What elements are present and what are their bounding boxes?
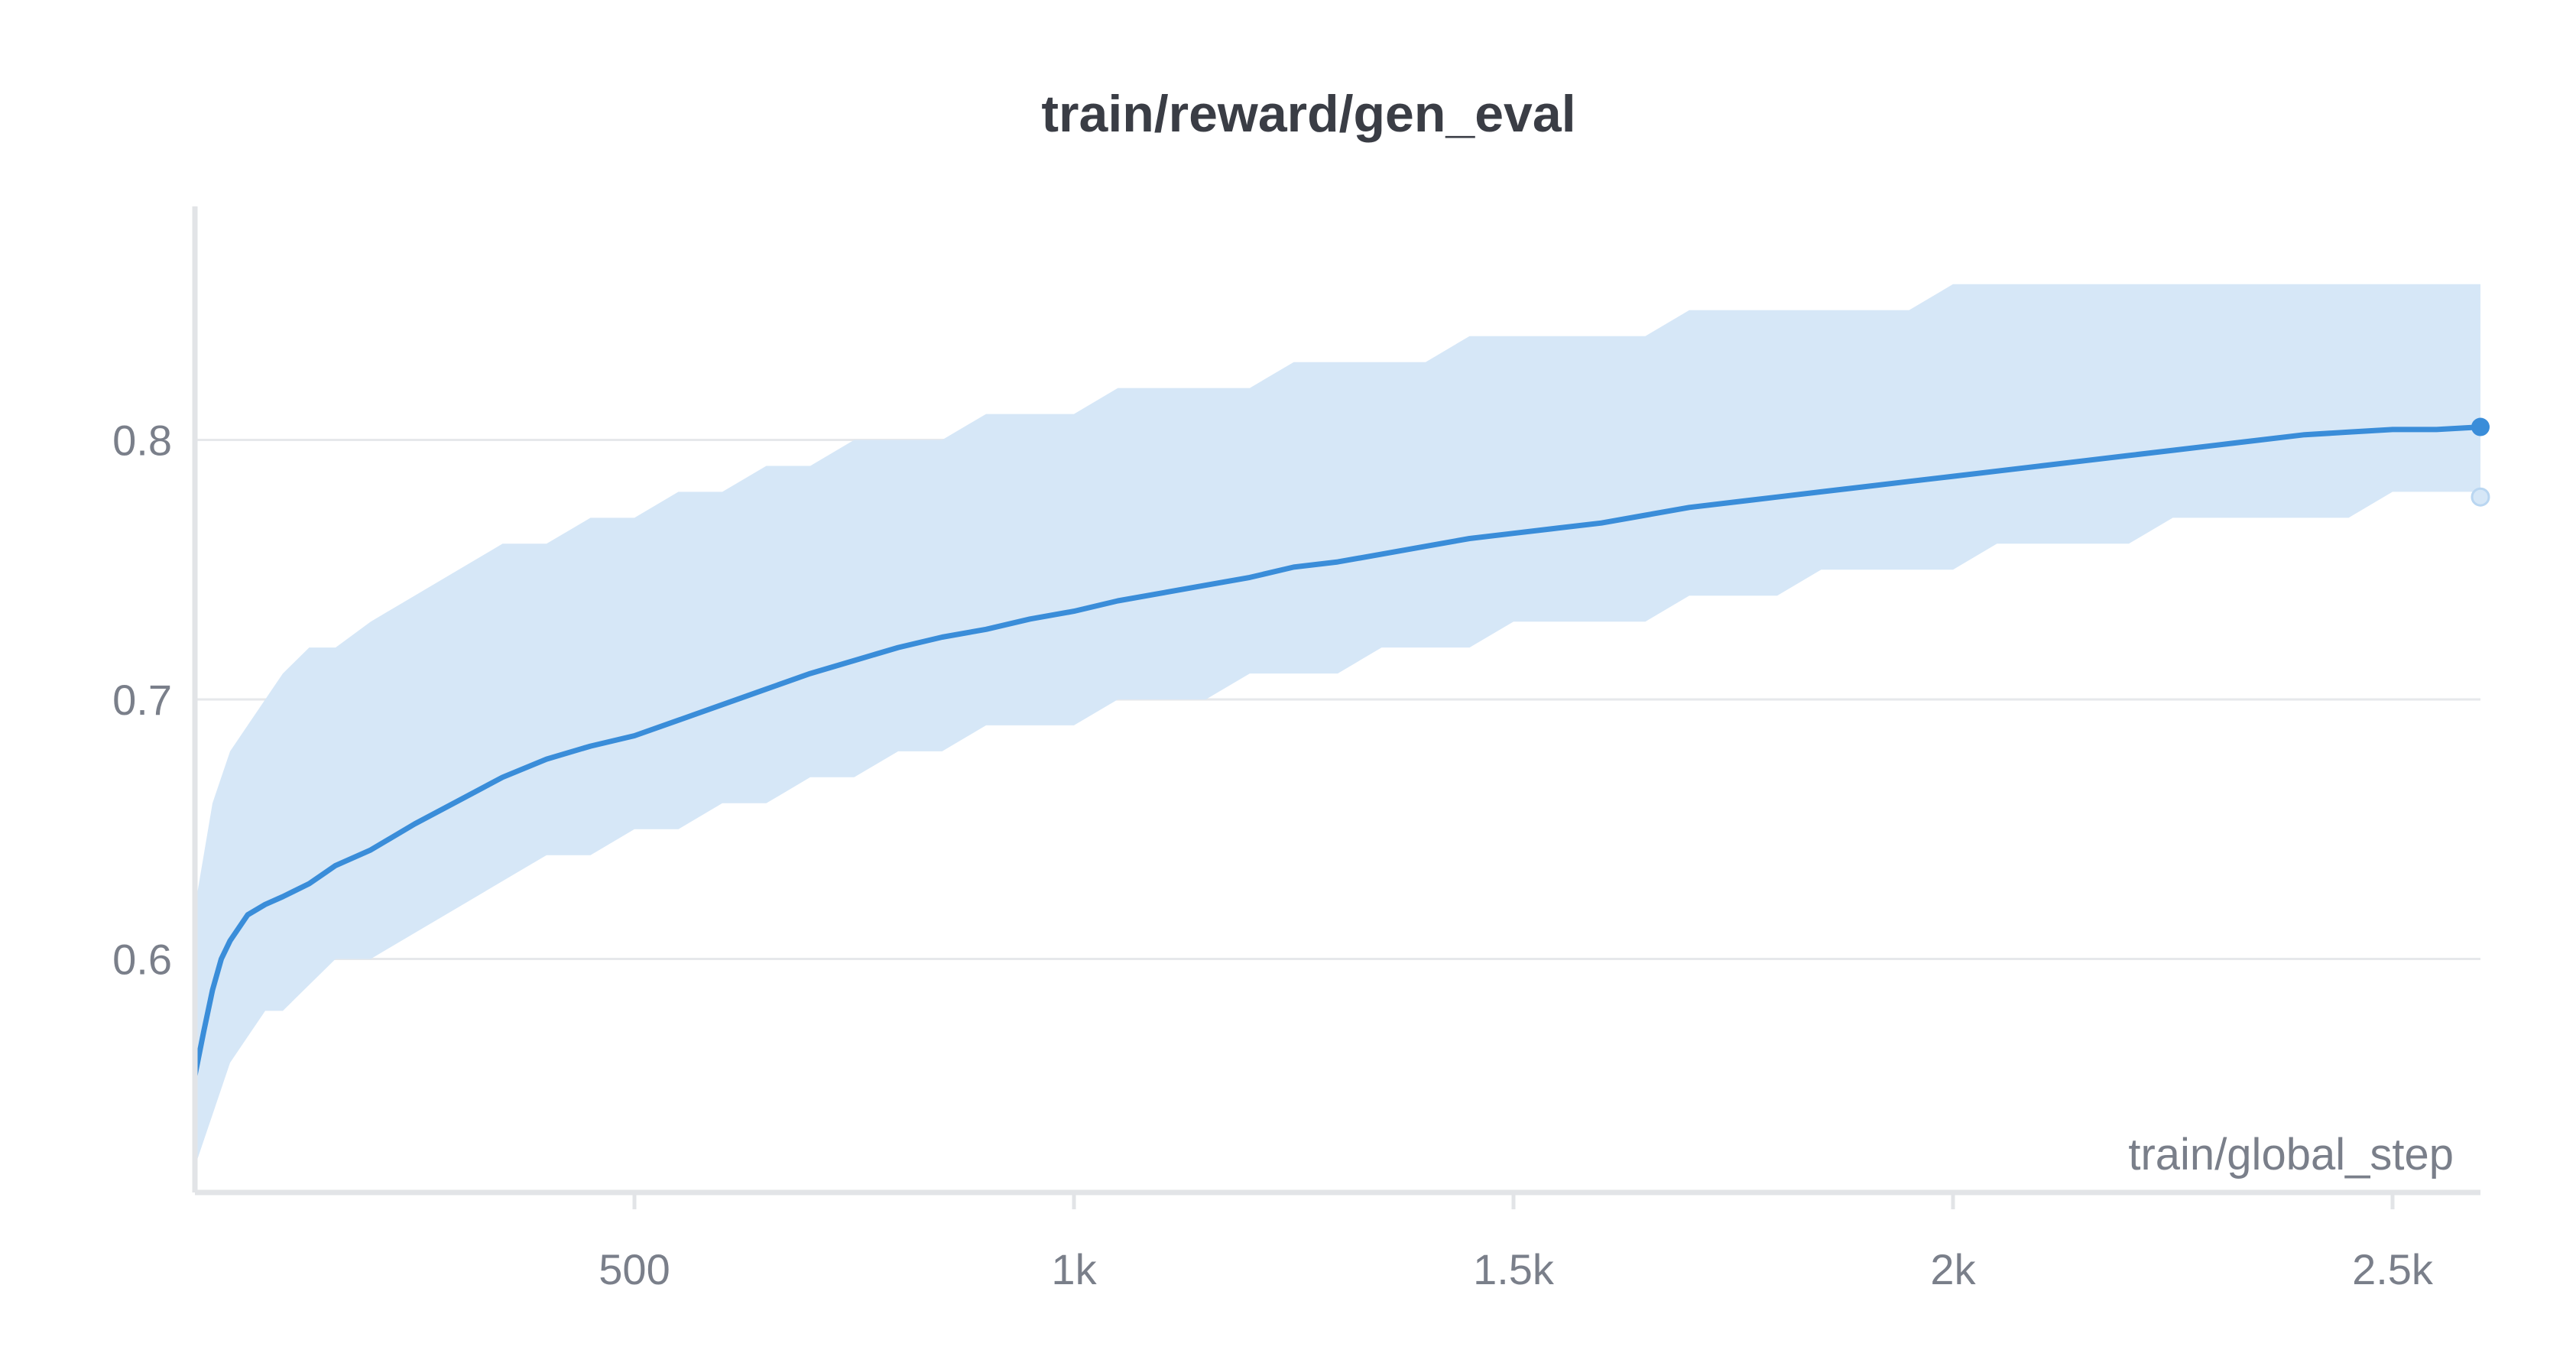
smoothed-last-point: [2471, 417, 2490, 436]
x-axis-label: train/global_step: [2128, 1130, 2454, 1179]
raw-band: [195, 284, 2480, 1167]
raw-last-point: [2471, 487, 2490, 507]
y-tick-label: 0.7: [112, 676, 172, 724]
x-tick-label: 500: [599, 1245, 670, 1293]
raw-series: [195, 284, 2490, 1167]
x-tick-label: 1.5k: [1473, 1245, 1555, 1293]
chart-title: train/reward/gen_eval: [1041, 85, 1575, 143]
smoothed-line: [192, 424, 2484, 1079]
x-ticks: 500 1k 1.5k 2k 2.5k: [599, 1192, 2434, 1293]
y-tick-label: 0.8: [112, 417, 172, 465]
x-tick-label: 2.5k: [2352, 1245, 2434, 1293]
axes: [192, 206, 2480, 1196]
smoothed-series: [192, 417, 2490, 1079]
y-tick-label: 0.6: [112, 935, 172, 983]
x-tick-label: 2k: [1930, 1245, 1976, 1293]
x-tick-label: 1k: [1051, 1245, 1097, 1293]
y-ticks: 0.6 0.7 0.8: [112, 417, 172, 984]
